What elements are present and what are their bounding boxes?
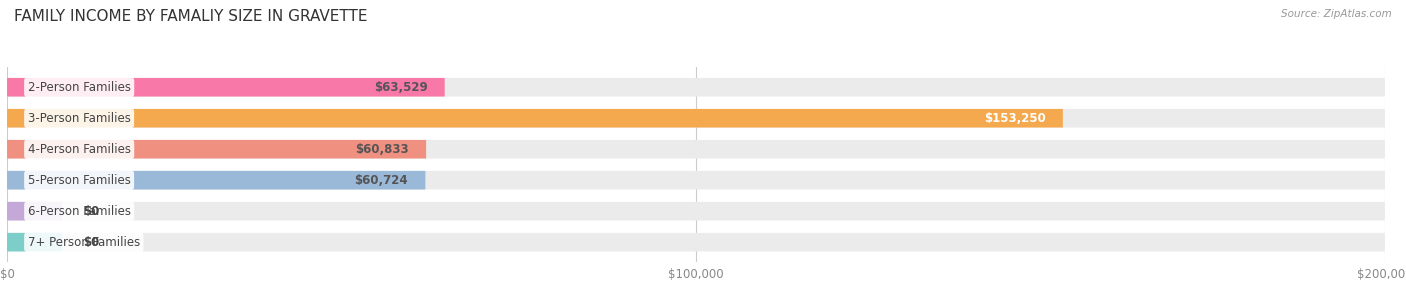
Text: FAMILY INCOME BY FAMALIY SIZE IN GRAVETTE: FAMILY INCOME BY FAMALIY SIZE IN GRAVETT… (14, 9, 367, 24)
FancyBboxPatch shape (7, 233, 62, 251)
Text: 2-Person Families: 2-Person Families (28, 81, 131, 94)
Text: $60,724: $60,724 (354, 174, 408, 187)
Text: 3-Person Families: 3-Person Families (28, 112, 131, 125)
Text: 4-Person Families: 4-Person Families (28, 143, 131, 156)
Text: $0: $0 (83, 236, 98, 249)
Text: Source: ZipAtlas.com: Source: ZipAtlas.com (1281, 9, 1392, 19)
FancyBboxPatch shape (7, 202, 62, 221)
Text: $0: $0 (83, 205, 98, 218)
Text: 5-Person Families: 5-Person Families (28, 174, 131, 187)
FancyBboxPatch shape (7, 78, 1385, 97)
FancyBboxPatch shape (7, 140, 1385, 159)
Text: 6-Person Families: 6-Person Families (28, 205, 131, 218)
FancyBboxPatch shape (7, 233, 1385, 251)
FancyBboxPatch shape (7, 171, 1385, 189)
FancyBboxPatch shape (7, 171, 426, 189)
Text: $153,250: $153,250 (984, 112, 1046, 125)
FancyBboxPatch shape (7, 109, 1063, 127)
FancyBboxPatch shape (7, 202, 1385, 221)
FancyBboxPatch shape (7, 78, 444, 97)
Text: $63,529: $63,529 (374, 81, 427, 94)
Text: 7+ Person Families: 7+ Person Families (28, 236, 141, 249)
FancyBboxPatch shape (7, 109, 1385, 127)
Text: $60,833: $60,833 (356, 143, 409, 156)
FancyBboxPatch shape (7, 140, 426, 159)
